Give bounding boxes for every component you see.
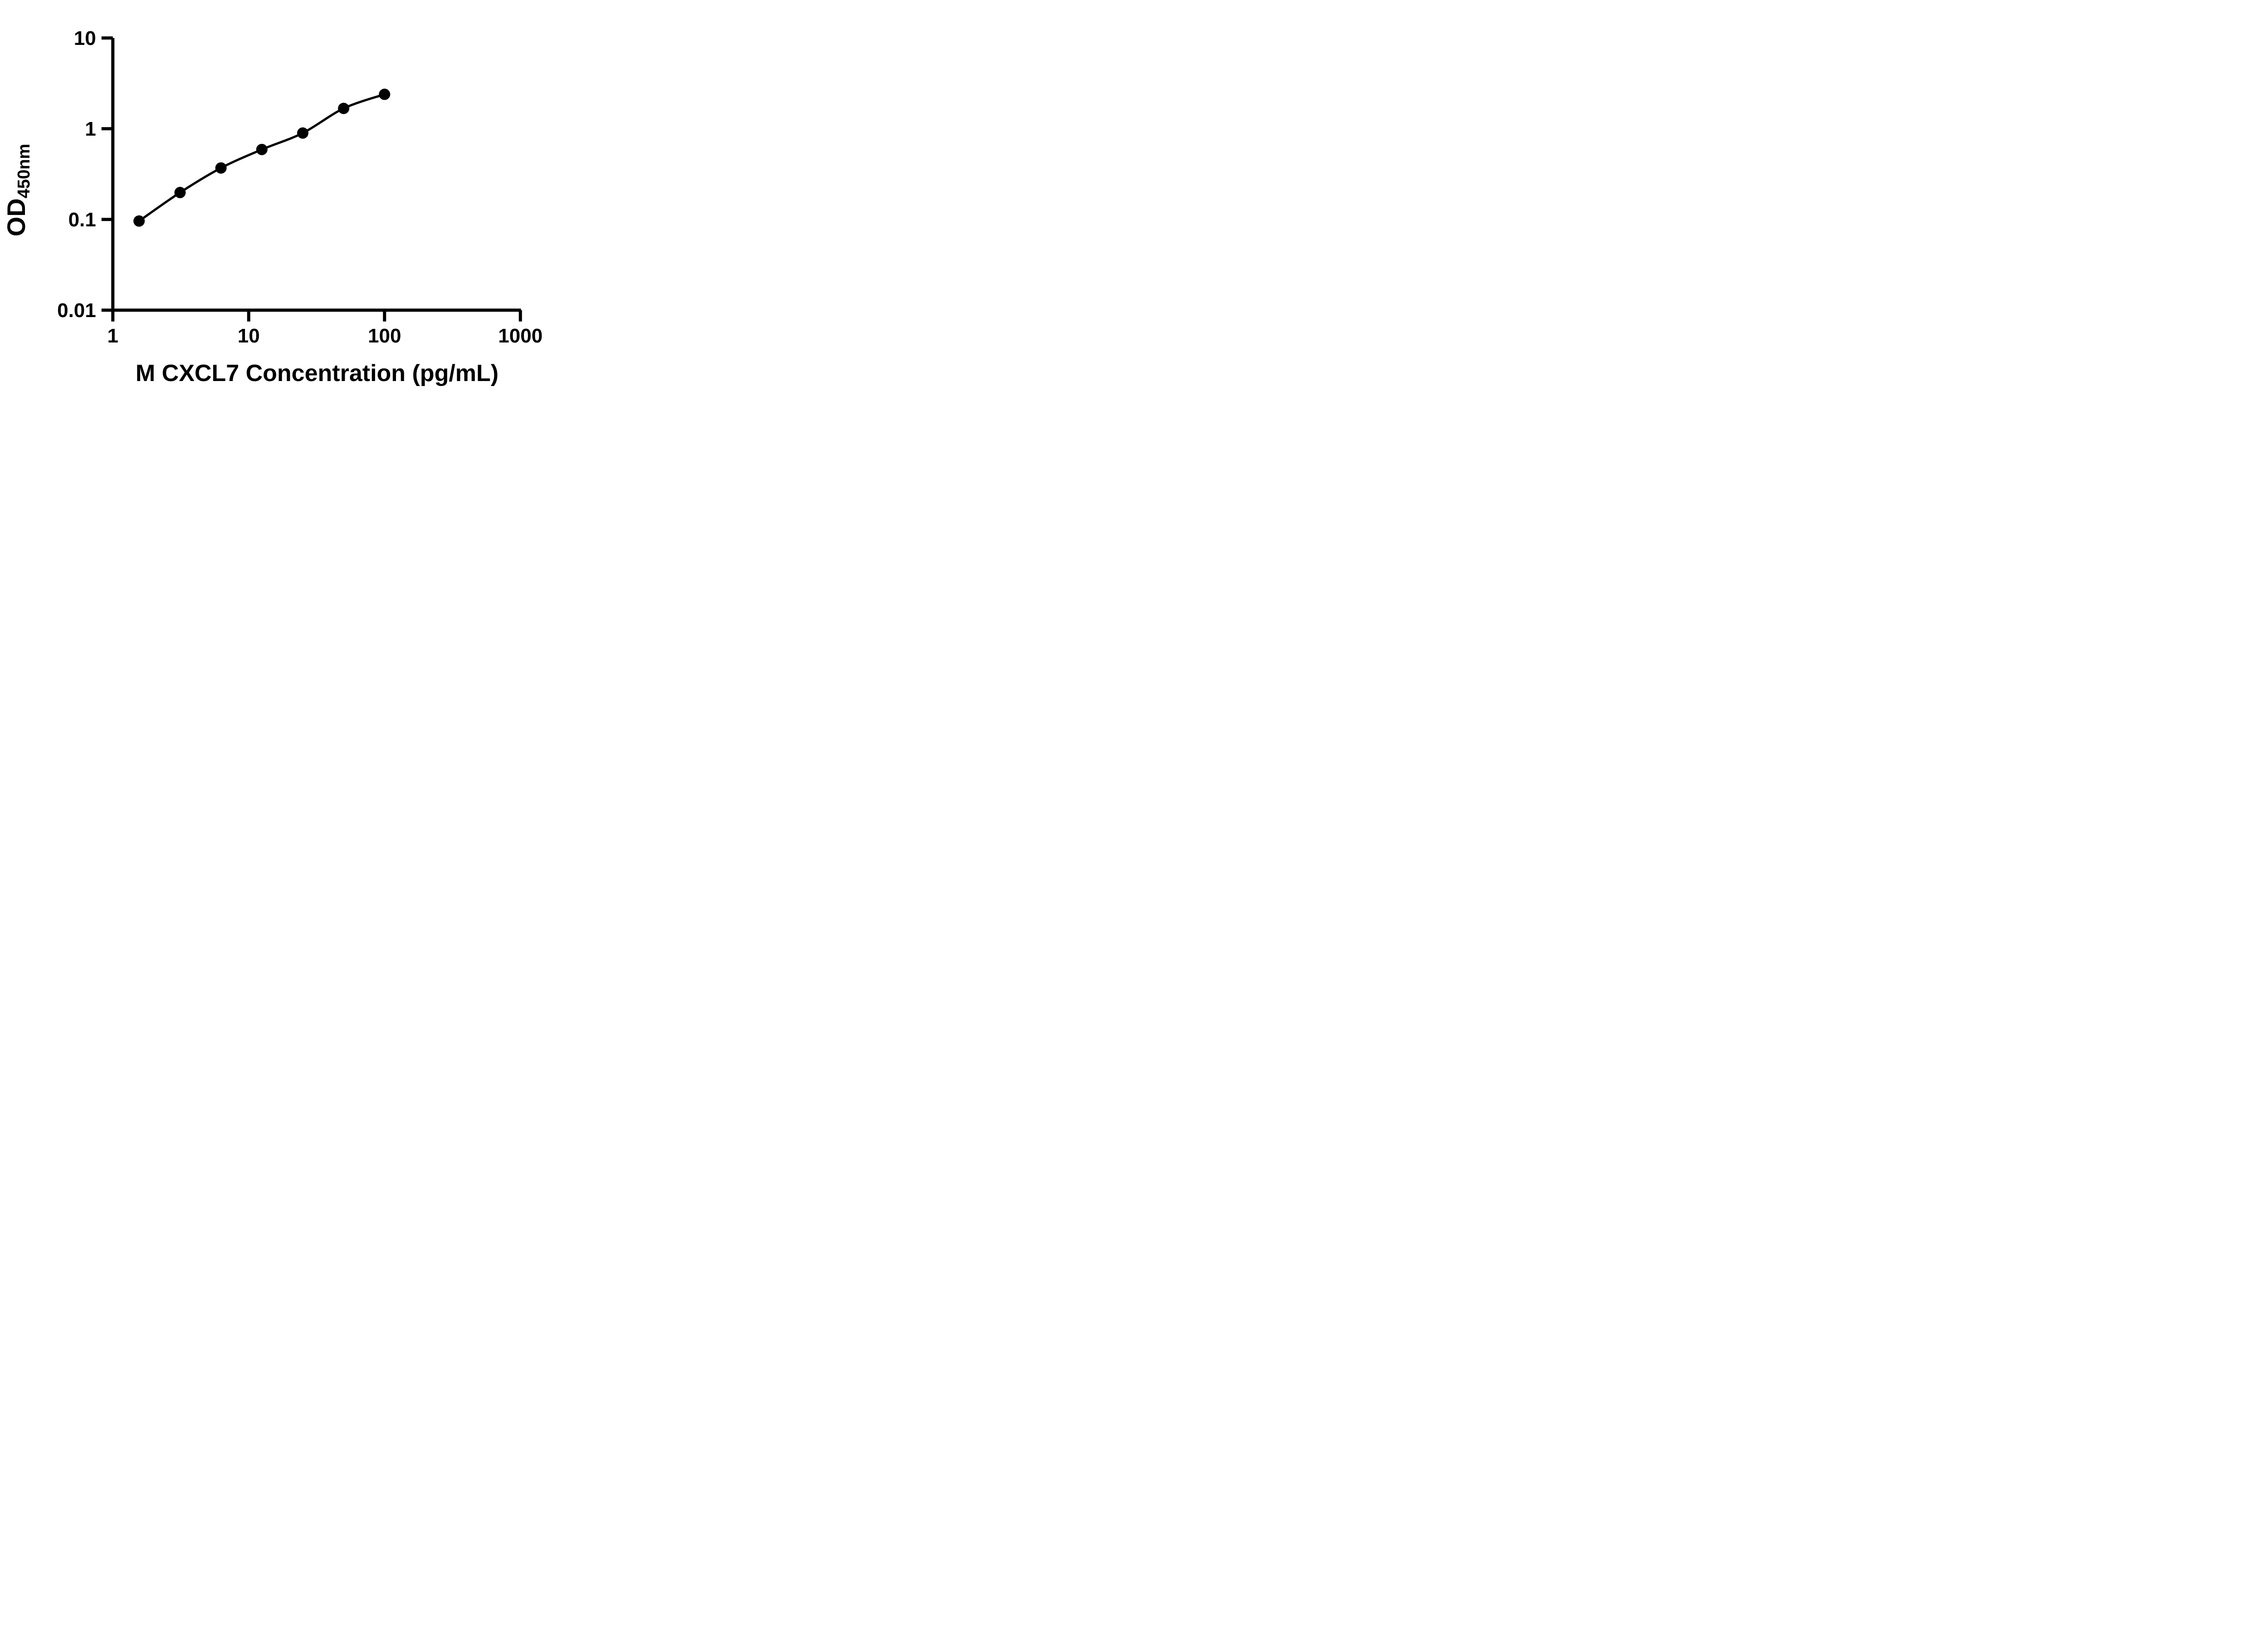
data-point-50pg-ml <box>338 103 350 114</box>
y-tick-label-10: 10 <box>74 27 96 49</box>
data-point-12.5pg-ml <box>256 144 268 156</box>
y-tick-label-0.01: 0.01 <box>57 299 96 322</box>
data-point-25pg-ml <box>297 127 308 139</box>
data-point-1.56pg-ml <box>133 215 145 227</box>
x-tick-label-1: 1 <box>108 325 118 347</box>
data-point-6.25pg-ml <box>215 162 227 174</box>
y-axis-title: OD450nm <box>1 117 34 263</box>
plot-area: 10 1 0.1 0.01 1 10 100 1000 <box>57 27 543 347</box>
standard-curve-fit-line <box>138 93 385 222</box>
y-tick-label-0.1: 0.1 <box>68 209 96 231</box>
x-tick-label-1000: 1000 <box>498 325 543 347</box>
x-tick-label-100: 100 <box>368 325 401 347</box>
y-tick-label-1: 1 <box>85 118 96 140</box>
y-axis-title-subscript: 450nm <box>15 143 34 199</box>
data-point-3.125pg-ml <box>174 186 186 198</box>
data-point-100pg-ml <box>379 88 391 100</box>
x-axis-title: M CXCL7 Concentration (pg/mL) <box>135 360 499 386</box>
y-axis-title-main: OD <box>2 198 30 237</box>
x-tick-label-10: 10 <box>238 325 260 347</box>
elisa-standard-curve-figure: 10 1 0.1 0.01 1 10 100 1000 M CXCL7 Concentrati… <box>0 0 583 408</box>
